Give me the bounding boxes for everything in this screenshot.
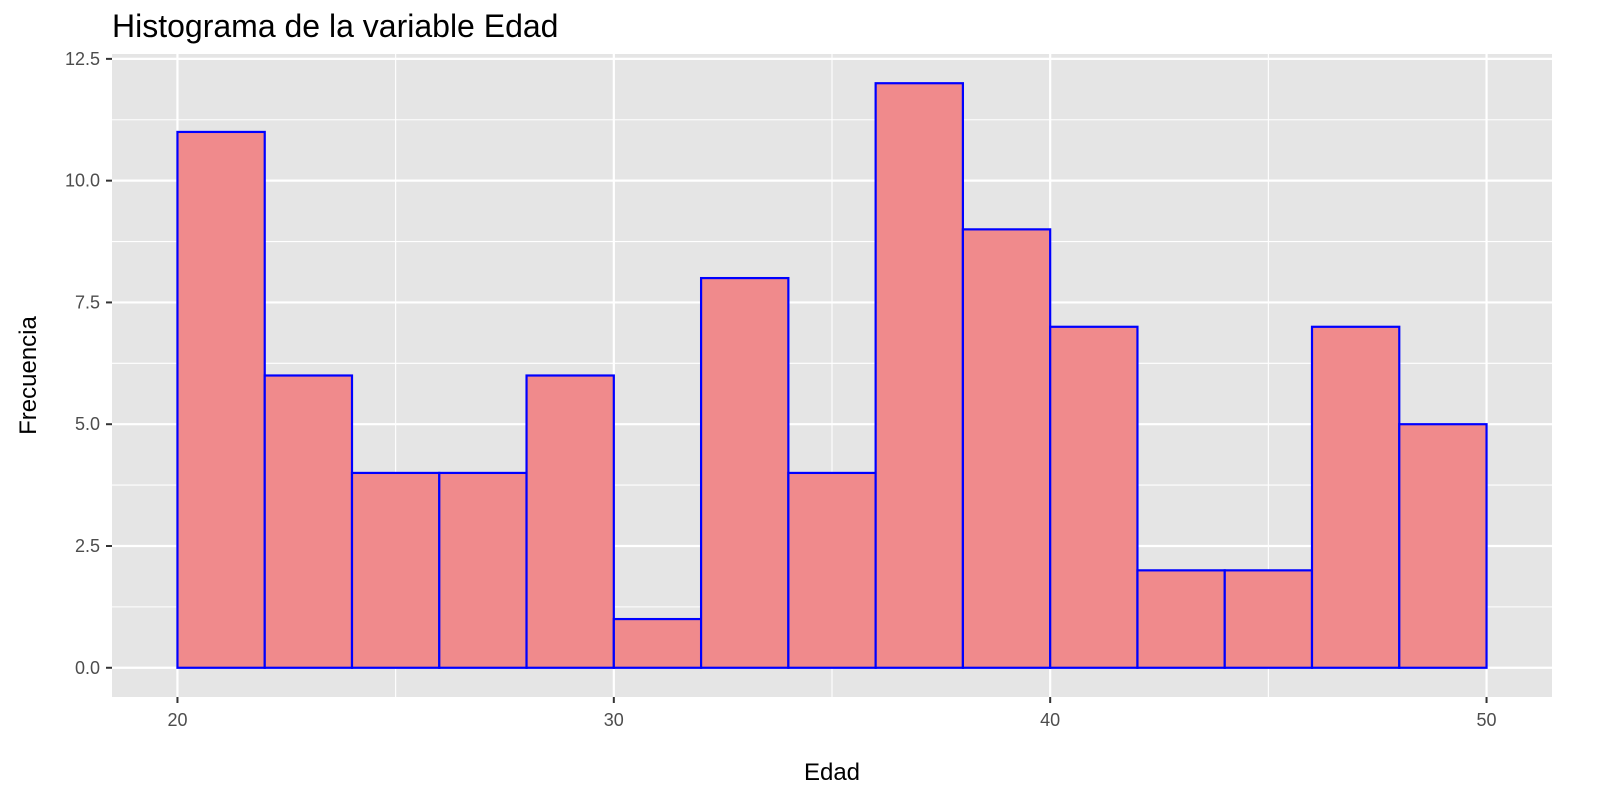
histogram-bar (787, 471, 877, 669)
histogram-bar (1398, 423, 1488, 669)
y-axis: 0.0 2.5 5.0 7.5 10.0 12.5 (65, 49, 112, 678)
histogram-bar (525, 374, 615, 669)
x-tick-label: 50 (1477, 710, 1497, 730)
y-tick-label: 7.5 (75, 292, 100, 312)
y-tick-label: 5.0 (75, 414, 100, 434)
histogram-bars (176, 82, 1488, 669)
histogram-bar (1310, 325, 1401, 669)
y-axis-title: Frecuencia (15, 315, 42, 434)
histogram-bar (350, 471, 441, 669)
histogram-bar (176, 130, 266, 669)
x-axis: 20 30 40 50 (167, 697, 1497, 730)
y-tick-label: 10.0 (65, 171, 100, 191)
histogram-bar (699, 276, 790, 669)
histogram-bar (612, 617, 703, 669)
x-tick-label: 20 (167, 710, 187, 730)
chart-title: Histograma de la variable Edad (112, 8, 559, 44)
histogram-bar (263, 374, 354, 669)
x-axis-title: Edad (804, 759, 860, 786)
histogram-bar (1223, 569, 1314, 669)
y-tick-label: 12.5 (65, 49, 100, 69)
histogram-bar (961, 228, 1052, 669)
histogram-bar (1049, 325, 1139, 669)
histogram-bar (1136, 569, 1226, 669)
x-tick-label: 30 (604, 710, 624, 730)
y-tick-label: 0.0 (75, 658, 100, 678)
histogram-bar (438, 471, 528, 669)
y-tick-label: 2.5 (75, 536, 100, 556)
x-tick-label: 40 (1040, 710, 1060, 730)
histogram-bar (874, 82, 965, 669)
